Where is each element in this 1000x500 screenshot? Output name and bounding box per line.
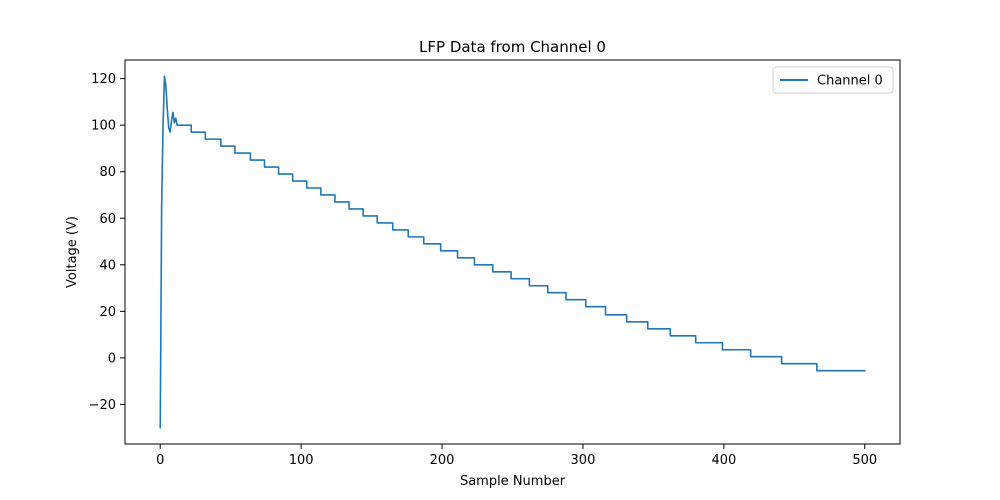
x-tick-label: 500	[852, 453, 877, 468]
y-tick-label: 100	[91, 119, 116, 134]
chart-title: LFP Data from Channel 0	[419, 38, 606, 56]
x-tick-label: 200	[430, 453, 455, 468]
series-layer	[159, 75, 866, 429]
y-tick-label: −20	[89, 398, 116, 413]
x-axis: 0 100 200 300 400 500	[156, 444, 877, 468]
legend-label: Channel 0	[817, 74, 883, 89]
x-tick-label: 400	[711, 453, 736, 468]
plot-frame	[124, 59, 901, 445]
x-tick-label: 0	[156, 453, 164, 468]
y-tick-label: 20	[99, 305, 116, 320]
x-axis-label: Sample Number	[460, 474, 566, 489]
y-tick-label: 0	[108, 351, 116, 366]
y-tick-label: 60	[99, 212, 116, 227]
legend: Channel 0	[772, 66, 894, 94]
y-tick-label: 40	[99, 258, 116, 273]
y-axis-label: Voltage (V)	[65, 216, 80, 288]
legend-box	[772, 66, 894, 94]
y-tick-label: 80	[99, 165, 116, 180]
x-tick-label: 100	[289, 453, 314, 468]
x-tick-label: 300	[571, 453, 596, 468]
y-axis: −20 0 20 40 60 80 100 120	[89, 72, 125, 413]
plot-area	[125, 60, 900, 444]
y-tick-label: 120	[91, 72, 116, 87]
series-line-channel-0	[159, 75, 866, 429]
